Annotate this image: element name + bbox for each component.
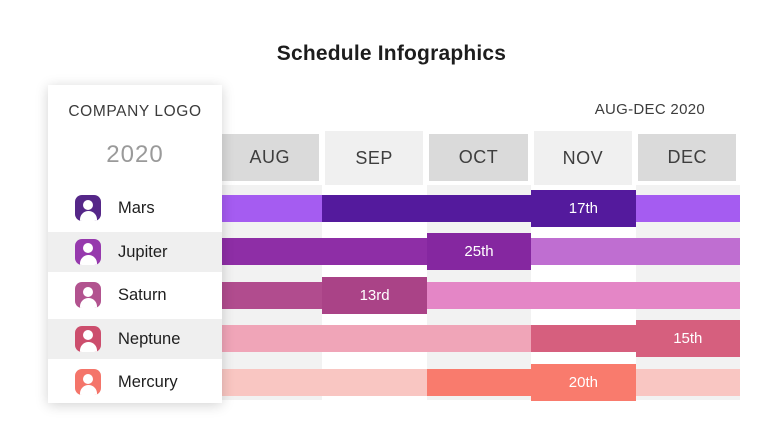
month-header-nov: NOV: [533, 131, 633, 185]
neptune-user-icon-head: [83, 330, 93, 341]
mercury-row-label: Mercury: [118, 373, 178, 392]
mars-row-label: Mars: [118, 199, 155, 217]
company-logo-card: COMPANY LOGO 2020 Mars Jupiter Saturn Neptu…: [48, 85, 222, 403]
mercury-user-icon-head: [83, 373, 93, 384]
mercury-user-icon-shoulders: [79, 385, 97, 396]
neptune-milestone-label: 15th: [673, 330, 703, 348]
saturn-milestone-label: 13rd: [359, 286, 390, 304]
mars-user-icon-head: [83, 199, 93, 210]
page-title: Schedule Infographics: [276, 42, 507, 65]
saturn-user-icon-head: [83, 286, 93, 297]
saturn-user-icon: [75, 282, 101, 309]
neptune-user-icon: [75, 325, 101, 352]
mars-milestone-label: 17th: [568, 199, 598, 217]
jupiter-milestone-block: 25th: [426, 233, 532, 271]
neptune-user-icon-shoulders: [79, 341, 97, 352]
period-label: AUG-DEC 2020: [594, 101, 705, 118]
jupiter-user-icon: [75, 238, 101, 265]
jupiter-row-label: Jupiter: [118, 242, 168, 261]
month-header-oct: OCT: [429, 134, 528, 181]
saturn-milestone-block: 13rd: [322, 276, 427, 314]
mercury-user-icon: [75, 369, 101, 396]
mercury-milestone-label: 20th: [568, 373, 598, 391]
saturn-user-icon-shoulders: [79, 298, 97, 309]
jupiter-milestone-label: 25th: [464, 243, 494, 261]
neptune-milestone-block: 15th: [635, 320, 740, 358]
company-logo-text: COMPANY LOGO: [68, 103, 202, 120]
logo-year: 2020: [106, 141, 164, 168]
mars-milestone-block: 17th: [531, 189, 636, 227]
saturn-row-label: Saturn: [118, 286, 167, 305]
month-header-dec: DEC: [638, 134, 737, 181]
month-header-aug: AUG: [220, 134, 319, 181]
jupiter-user-icon-shoulders: [79, 254, 97, 265]
mercury-milestone-block: 20th: [531, 363, 636, 401]
jupiter-user-icon-head: [83, 243, 93, 254]
mars-user-icon-shoulders: [79, 211, 97, 221]
neptune-row-label: Neptune: [118, 329, 181, 348]
month-header-sep: SEP: [324, 131, 424, 185]
mars-user-icon: [75, 195, 101, 221]
